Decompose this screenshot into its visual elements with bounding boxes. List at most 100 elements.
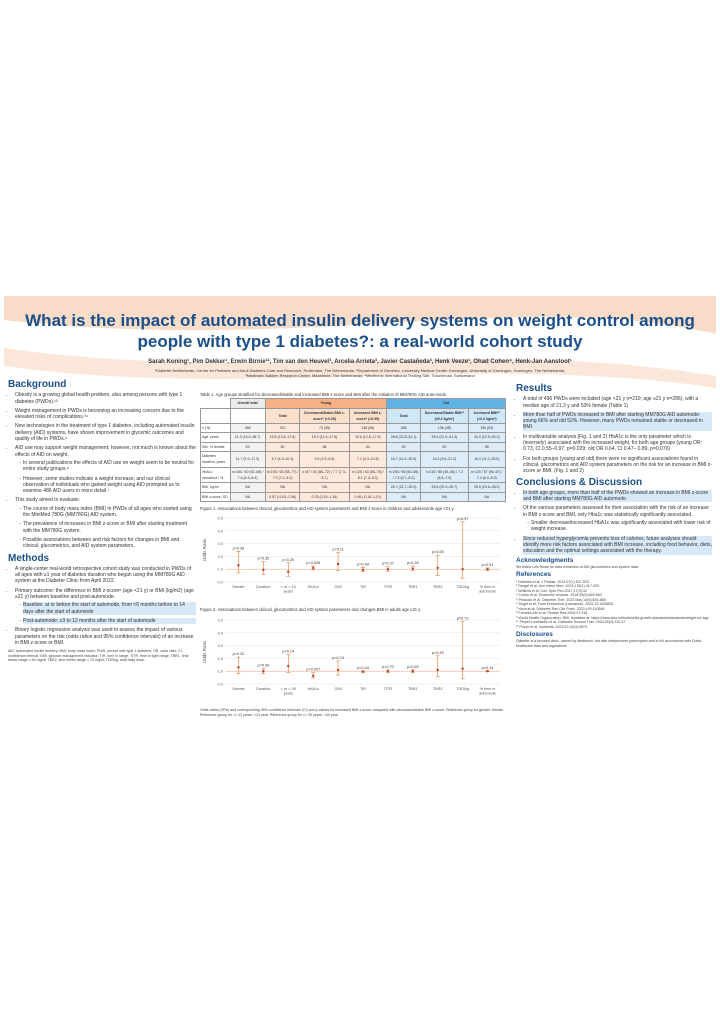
table-column-header: Decreased/Stable BMI z-score* (<0.05) <box>299 407 350 425</box>
table-cell: 34.0 (22.9–50.2) <box>467 432 507 443</box>
affiliation-line: ³Medtronic Bakken Research Center, Maast… <box>245 373 475 378</box>
p-value-label: p=0.99 <box>257 663 269 667</box>
table-cell: n=236 / 56 (50–65) / 7.3 (6.7–8.1) <box>386 466 422 484</box>
y-tick-label: 2.0 <box>217 656 223 661</box>
figure-1-caption: Figure 1. Associations between clinical,… <box>200 505 454 511</box>
y-tick-label: 0.0 <box>217 580 223 585</box>
list-item-text: Primary outcome: the difference in BMI z… <box>15 587 194 601</box>
y-axis-label: Odds Ratio <box>202 538 207 561</box>
odds-ratio-point <box>237 564 240 567</box>
p-value-label: p=0.97 <box>457 517 469 521</box>
list-item: Weight management in PWDs is becoming an… <box>15 408 196 421</box>
table-cell: 16.7 (11.0–25.6) <box>386 451 422 468</box>
sub-list: Baseline: at or before the start of auto… <box>15 602 196 625</box>
x-tick-label: TBR1 <box>408 585 418 589</box>
table-cell: n=193 / 63 (58–77) / 7.9 (7.2–9.2) <box>264 466 301 484</box>
table-column-header: Total <box>386 407 422 425</box>
reference-item: ⁷ Nova et al. Diabetes Res Clin Pract. 2… <box>516 606 605 611</box>
list-item: Binary logistic regression analysis was … <box>15 627 196 646</box>
odds-ratio-point <box>311 566 315 570</box>
table-corner <box>200 398 231 409</box>
middle-column: Table 1. Age groups stratified for decre… <box>200 392 510 717</box>
odds-ratio-point <box>411 669 415 673</box>
odds-ratio-point <box>461 568 464 571</box>
table-row-label: HbA1c mmol/mol / % <box>200 466 231 484</box>
acknowledgments-text: We thank Lois Rowe for data extraction o… <box>516 564 639 569</box>
y-tick-label: 4.0 <box>217 528 223 533</box>
reference-item: ⁴ Corbin et al. Endocrine reviews. 2018;… <box>516 593 602 598</box>
odds-ratio-point <box>287 570 290 574</box>
table-cell: 0.57 (-0.03–1.06) <box>264 491 301 502</box>
table-row: HbA1c mmol/mol / % n=436 / 60 (52–68) / 7… <box>200 466 507 484</box>
x-tick-label: GMI <box>335 687 342 691</box>
list-item: In multivariable analysis (Fig. 1 and 2)… <box>523 434 712 453</box>
table-cell: n=436 / 60 (52–68) / 7.6 (6.9–8.4) <box>229 466 266 484</box>
table-row: Diabetes duration, years 11.7 (5.9–17.5) 6… <box>200 451 507 468</box>
odds-ratio-point <box>336 668 340 671</box>
odds-ratio-point <box>386 568 390 571</box>
table-cell: 21.3 (16.0–35.7) <box>229 432 266 443</box>
reference-item: ¹⁰ Pieper-Lewinsohn et al. Diabetes Tech… <box>516 620 626 625</box>
list-item: For both groups (young and old) there we… <box>523 456 712 475</box>
table-group-header: Old <box>386 398 506 409</box>
table-cell: 52 <box>420 441 469 453</box>
y-tick-label: 0.0 <box>217 681 223 686</box>
poster: What is the impact of automated insulin … <box>4 296 716 758</box>
table-cell: NA <box>386 491 422 502</box>
p-value-label: p=0.35 <box>257 557 269 561</box>
list-item: A total of 496 PWDs were included (age <… <box>523 396 712 409</box>
x-tick-label: TDD/kg <box>456 687 469 691</box>
table-cell: 64 <box>348 441 388 453</box>
sub-item: In several publications the effects of A… <box>23 460 196 473</box>
table-row: BMI z-score, SD NA 0.57 (-0.03–1.06) 0.76 (… <box>200 491 507 502</box>
references-heading: References <box>516 571 552 579</box>
x-tick-label: Duration <box>256 687 270 691</box>
odds-ratio-point <box>461 667 464 670</box>
table-column-header: Total <box>264 407 301 425</box>
odds-ratio-point <box>486 568 489 571</box>
p-value-label: p=0.33 <box>432 651 444 655</box>
x-tick-label: Gender <box>232 585 245 589</box>
table-cell: 73 (35) <box>299 423 350 434</box>
affiliation-line: ¹Diabeter Netherlands, Centre for Pediat… <box>154 368 566 373</box>
table-cell: 0.46 (-0.16–1.01) <box>348 491 388 502</box>
odds-ratio-point <box>311 674 315 677</box>
p-value-label: p=0.14 <box>482 666 494 670</box>
affiliations: ¹Diabeter Netherlands, Centre for Pediat… <box>64 368 656 378</box>
table-group-header: Overall total <box>229 398 266 409</box>
list-item: A single-center real-world retrospective… <box>15 566 196 585</box>
x-tick-label: Duration <box>256 585 270 589</box>
p-value-label: p=0.37 <box>382 562 394 566</box>
x-tick-label: TBR1 <box>408 687 418 691</box>
disclosures-heading: Disclosures <box>516 631 553 639</box>
sub-item: The prevalence of increases in BMI z-sco… <box>23 521 196 534</box>
y-tick-label: 1.0 <box>217 668 223 673</box>
sub-list: In several publications the effects of A… <box>15 460 196 494</box>
results-heading: Results <box>516 383 553 394</box>
methods-list: A single-center real-world retrospective… <box>8 566 196 646</box>
table-cell: NA <box>420 491 469 502</box>
table-cell: NA <box>299 482 350 493</box>
table-cell: 136 (48) <box>420 423 469 434</box>
right-column: Results A total of 496 PWDs were include… <box>516 383 712 648</box>
reference-item: ¹ Dabelea et al. J Pediatr. 2013;97(1):5… <box>516 579 589 584</box>
table-row-label: BMI, kg/m² <box>200 482 231 493</box>
reference-item: ² Fangel et al. Ann Intern Med. 2023;176… <box>516 584 599 589</box>
odds-ratio-point <box>436 668 439 671</box>
x-tick-label: TBR2 <box>433 687 443 691</box>
odds-ratio-point <box>237 665 240 669</box>
table-cell: 56 <box>467 441 507 453</box>
p-value-label: p=0.43 <box>357 562 369 566</box>
list-item: New technologies in the treatment of typ… <box>15 423 196 442</box>
p-value-label: p=0.51 <box>482 563 494 567</box>
reference-item: ⁸ Fredriks AM et al. Pediatr Res 2000;47… <box>516 611 588 616</box>
odds-ratio-point <box>361 670 365 673</box>
table-cell: 26.3 (21.0–51.3) <box>420 432 469 443</box>
table-group-header: Young <box>264 398 388 409</box>
table-cell: 56 <box>299 441 350 453</box>
odds-ratio-point <box>262 669 265 673</box>
table-cell: 15.6 (12.8–17.5) <box>348 432 388 443</box>
table-column-header: Increased BMI z-score* (>0.05) <box>348 407 388 425</box>
table-column-header-row: Total Decreased/Stable BMI z-score* (<0.… <box>200 407 507 425</box>
table-row-label: Diabetes duration, years <box>200 451 231 468</box>
